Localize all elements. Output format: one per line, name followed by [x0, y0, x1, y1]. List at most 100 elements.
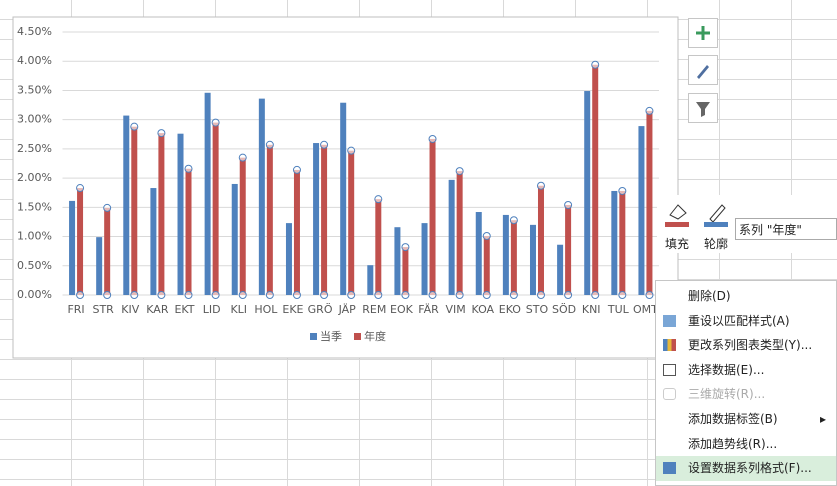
- selection-handle: [347, 146, 356, 155]
- bar: [529, 224, 536, 295]
- y-tick-label: 2.00%: [17, 171, 52, 184]
- x-tick-label: HOL: [254, 303, 278, 316]
- legend-label: 当季: [320, 329, 342, 343]
- x-tick-label: FRI: [67, 303, 84, 316]
- bar: [293, 169, 300, 295]
- context-menu: 删除(D) 重设以匹配样式(A) 更改系列图表类型(Y)... 选择数据(E).…: [655, 280, 837, 486]
- x-tick-label: REM: [362, 303, 386, 316]
- fill-label[interactable]: 填充: [665, 237, 690, 251]
- y-tick-label: 1.00%: [17, 230, 52, 243]
- selection-handle: [76, 291, 85, 299]
- chart-styles-button[interactable]: [688, 55, 718, 85]
- y-tick-label: 3.00%: [17, 113, 52, 126]
- menu-label: 选择数据(E)...: [688, 362, 765, 377]
- menu-item: 三维旋转(R)...: [656, 382, 836, 407]
- bar: [348, 150, 355, 295]
- selection-handle: [211, 118, 220, 127]
- bar: [638, 126, 645, 296]
- selection-handle: [130, 122, 139, 131]
- chart-filters-button[interactable]: [688, 93, 718, 123]
- bar: [258, 98, 265, 295]
- x-tick-label: STO: [526, 303, 549, 316]
- bar: [69, 200, 76, 295]
- menu-item[interactable]: 选择数据(E)...: [656, 358, 836, 383]
- bar: [611, 190, 618, 295]
- selection-handle: [157, 291, 166, 299]
- selection-handle: [265, 291, 274, 299]
- selection-handle: [103, 203, 112, 212]
- bar: [231, 183, 238, 295]
- selection-handle: [211, 291, 220, 299]
- y-tick-label: 3.50%: [17, 83, 52, 96]
- menu-label: 添加数据标签(B): [688, 411, 778, 426]
- y-tick-label: 4.50%: [17, 25, 52, 38]
- bar: [212, 122, 219, 295]
- bar: [158, 133, 165, 295]
- bar: [429, 138, 436, 295]
- menu-label: 三维旋转(R)...: [688, 387, 766, 402]
- x-tick-label: KNI: [582, 303, 601, 316]
- selection-handle: [618, 186, 627, 195]
- bar: [565, 204, 572, 295]
- selection-handle: [428, 134, 437, 143]
- selection-handle: [103, 291, 112, 299]
- submenu-arrow: ▸: [819, 411, 826, 426]
- selection-handle: [482, 231, 491, 240]
- bar: [177, 133, 184, 295]
- x-tick-label: LID: [203, 303, 221, 316]
- y-tick-label: 0.50%: [17, 259, 52, 272]
- outline-label[interactable]: 轮廓: [704, 237, 729, 251]
- series-selector[interactable]: 系列 "年度": [735, 218, 837, 240]
- x-tick-label: SÖD: [552, 303, 576, 316]
- selection-handle: [401, 291, 410, 299]
- selection-handle: [374, 195, 383, 204]
- menu-item[interactable]: 删除(D): [688, 289, 731, 303]
- selection-handle: [76, 184, 85, 193]
- selection-handle: [536, 291, 545, 299]
- x-tick-label: TUL: [607, 303, 630, 316]
- selection-handle: [320, 291, 329, 299]
- menu-item[interactable]: 添加数据标签(B) ▸: [656, 407, 836, 432]
- bar: [150, 188, 157, 295]
- selection-handle: [292, 165, 301, 174]
- bar: [367, 265, 374, 295]
- menu-item[interactable]: 设置数据系列格式(F)...: [656, 456, 836, 481]
- bar: [402, 247, 409, 295]
- selection-handle: [184, 291, 193, 299]
- x-tick-label: EKT: [174, 303, 194, 316]
- menu-item[interactable]: 重设以匹配样式(A): [656, 309, 836, 334]
- format-toolbar: 填充 轮廓 系列 "年度": [657, 195, 837, 253]
- bar: [131, 126, 138, 296]
- menu-label: 更改系列图表类型(Y)...: [688, 338, 813, 353]
- x-tick-label: FÄR: [418, 303, 439, 316]
- legend-label: 年度: [364, 329, 386, 343]
- x-tick-label: STR: [92, 303, 114, 316]
- x-tick-label: KIV: [121, 303, 139, 316]
- selection-handle: [374, 291, 383, 299]
- selection-handle: [265, 140, 274, 149]
- bar: [266, 144, 273, 295]
- menu-item[interactable]: 添加趋势线(R)...: [688, 436, 778, 451]
- bar: [123, 115, 130, 295]
- selection-handle: [645, 291, 654, 299]
- selection-handle: [455, 167, 464, 176]
- bar: [185, 168, 192, 295]
- selection-handle: [238, 291, 247, 299]
- menu-item[interactable]: 更改系列图表类型(Y)...: [656, 333, 836, 358]
- selection-handle: [157, 129, 166, 138]
- bar: [104, 207, 111, 295]
- menu-label: 设置数据系列格式(F)...: [688, 461, 812, 476]
- chart-elements-button[interactable]: [688, 18, 718, 48]
- y-tick-label: 1.50%: [17, 200, 52, 213]
- selection-handle: [238, 153, 247, 162]
- x-tick-label: KLI: [230, 303, 247, 316]
- bar: [592, 64, 599, 296]
- bar: [456, 171, 463, 295]
- bar: [340, 102, 347, 296]
- selection-handle: [428, 291, 437, 299]
- y-tick-label: 2.50%: [17, 142, 52, 155]
- bar: [510, 220, 517, 295]
- bar: [584, 91, 591, 295]
